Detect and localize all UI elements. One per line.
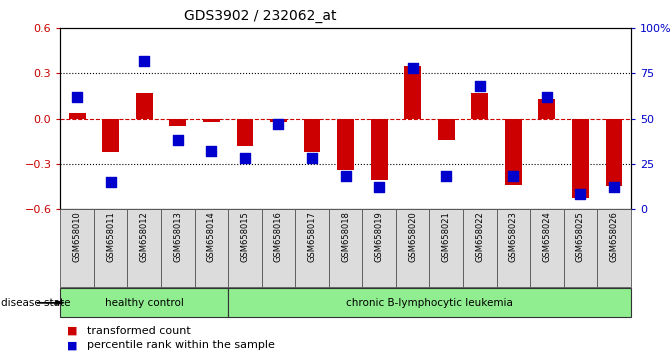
Text: GSM658022: GSM658022 [475,211,484,262]
Text: GSM658025: GSM658025 [576,211,585,262]
Bar [295,209,329,287]
Bar [329,209,362,287]
Text: ■: ■ [67,340,78,350]
Text: GSM658019: GSM658019 [374,211,384,262]
Point [407,65,418,71]
Bar [530,209,564,287]
Bar [270,119,287,122]
Text: GSM658023: GSM658023 [509,211,518,262]
Bar [429,209,463,287]
Text: GSM658021: GSM658021 [442,211,451,262]
Text: GSM658015: GSM658015 [240,211,250,262]
Point [474,83,485,89]
Bar [262,209,295,287]
Bar [463,209,497,287]
Text: GSM658020: GSM658020 [408,211,417,262]
Text: GSM658011: GSM658011 [106,211,115,262]
Text: ■: ■ [67,326,78,336]
Bar [60,288,228,317]
Point [139,58,150,64]
Bar [228,288,631,317]
Text: GSM658013: GSM658013 [173,211,183,262]
Point [374,184,384,190]
Bar [572,119,589,198]
Point [441,173,452,179]
Bar [396,209,429,287]
Point [273,121,284,127]
Point [541,94,552,100]
Bar [195,209,228,287]
Point [508,173,519,179]
Point [105,179,116,184]
Bar [103,119,119,152]
Bar [69,113,86,119]
Point [206,148,217,154]
Text: healthy control: healthy control [105,298,184,308]
Bar [304,119,321,152]
Point [575,192,586,197]
Bar [161,209,195,287]
Bar [237,119,254,146]
Bar [169,119,187,126]
Point [72,94,83,100]
Text: GSM658014: GSM658014 [207,211,216,262]
Bar [228,209,262,287]
Point [307,155,317,161]
Bar [362,209,396,287]
Point [609,184,619,190]
Bar [338,119,354,170]
Text: GSM658012: GSM658012 [140,211,149,262]
Bar [564,209,597,287]
Text: GDS3902 / 232062_at: GDS3902 / 232062_at [184,9,336,23]
Bar [405,66,421,119]
Point [340,173,351,179]
Bar [539,99,556,119]
Bar [597,209,631,287]
Text: GSM658017: GSM658017 [307,211,317,262]
Text: GSM658018: GSM658018 [341,211,350,262]
Bar [438,119,455,139]
Text: disease state: disease state [1,298,70,308]
Bar [472,93,488,119]
Text: percentile rank within the sample: percentile rank within the sample [87,340,275,350]
Point [240,155,250,161]
Bar [94,209,127,287]
Bar [203,119,220,122]
Text: GSM658026: GSM658026 [609,211,619,262]
Text: GSM658016: GSM658016 [274,211,283,262]
Bar [497,209,530,287]
Text: transformed count: transformed count [87,326,191,336]
Bar [60,209,94,287]
Text: chronic B-lymphocytic leukemia: chronic B-lymphocytic leukemia [346,298,513,308]
Bar [371,119,388,180]
Bar [127,209,161,287]
Point [172,137,183,143]
Text: GSM658024: GSM658024 [542,211,552,262]
Bar [605,119,623,186]
Bar [136,93,153,119]
Bar [505,119,522,185]
Text: GSM658010: GSM658010 [72,211,82,262]
